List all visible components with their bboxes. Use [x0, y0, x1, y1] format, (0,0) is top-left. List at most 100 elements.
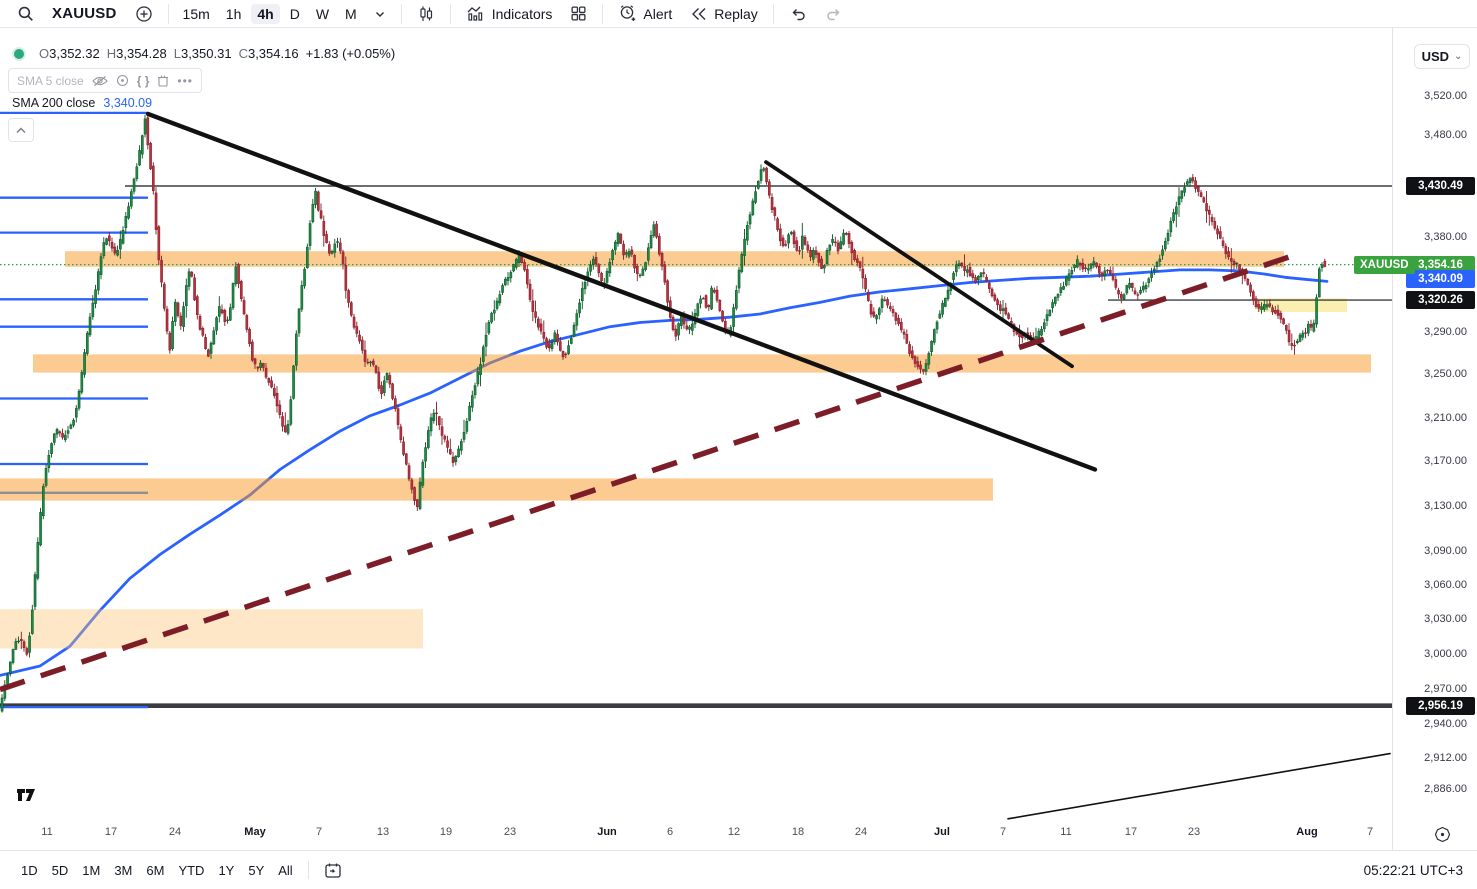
toolbar-divider	[602, 3, 604, 24]
tab-timeframe-1h[interactable]: 1h	[225, 5, 242, 22]
price-tick: 3,000.00	[1424, 647, 1467, 660]
price-tick: 2,970.00	[1424, 682, 1467, 695]
chart-area	[0, 28, 1392, 850]
tab-timeframe-W[interactable]: W	[315, 5, 330, 22]
range-6m[interactable]: 6M	[146, 862, 165, 878]
time-tick: 11	[41, 826, 53, 838]
price-tick: 3,290.00	[1424, 325, 1467, 338]
indicators-icon	[467, 6, 482, 21]
go-to-date-calendar-icon[interactable]	[317, 859, 349, 882]
tradingview-logo[interactable]	[16, 786, 42, 804]
symbol-button[interactable]: XAUUSD	[52, 5, 117, 22]
price-tick: 3,480.00	[1424, 129, 1467, 142]
time-tick: 17	[104, 826, 118, 838]
trendline	[145, 111, 1098, 472]
low-label: L	[173, 46, 181, 61]
range-3m[interactable]: 3M	[114, 862, 133, 878]
time-tick: 19	[439, 826, 453, 838]
price-tick: 3,250.00	[1424, 368, 1467, 381]
price-tick: 3,130.00	[1424, 499, 1467, 512]
chart-canvas[interactable]	[0, 28, 1392, 850]
tab-timeframe-D[interactable]: D	[289, 5, 300, 22]
price-badge: 3,354.16	[1406, 255, 1475, 274]
alert-button[interactable]: Alert	[611, 2, 679, 25]
price-tick: 3,030.00	[1424, 613, 1467, 626]
price-tick: 3,380.00	[1424, 231, 1467, 244]
currency-label: USD	[1421, 49, 1450, 64]
clock-timezone[interactable]: 05:22:21 UTC+3	[1363, 862, 1463, 878]
toolbar-divider	[167, 3, 169, 24]
chart-style-candles-icon[interactable]	[410, 3, 442, 25]
sma200-value: 3,340.09	[103, 96, 153, 110]
settings-target-icon[interactable]	[116, 74, 129, 87]
axis-settings-gear-icon[interactable]	[1434, 826, 1451, 843]
sma5-legend: SMA 5 close { } •••	[8, 68, 202, 93]
alert-label: Alert	[643, 5, 673, 22]
replay-icon	[692, 7, 706, 20]
time-tick: May	[244, 826, 266, 838]
price-tick: 2,912.00	[1424, 751, 1467, 764]
replay-button[interactable]: Replay	[683, 4, 765, 24]
search-icon[interactable]	[10, 3, 41, 24]
high-label: H	[106, 46, 117, 61]
delete-trash-icon[interactable]	[157, 74, 169, 87]
toolbar-divider	[307, 861, 309, 879]
currency-toggle-button[interactable]: USD ⌄	[1414, 44, 1470, 69]
supply-demand-zone	[0, 478, 993, 501]
time-tick: 7	[999, 826, 1007, 838]
time-tick: Jun	[597, 826, 617, 838]
price-tick: 3,520.00	[1424, 89, 1467, 102]
dashed-trendline	[0, 249, 1304, 693]
range-5d[interactable]: 5D	[51, 862, 69, 878]
source-code-icon[interactable]: { }	[136, 73, 150, 88]
templates-grid-icon[interactable]	[563, 3, 594, 24]
change-value: +1.83 (+0.05%)	[305, 46, 396, 61]
supply-demand-zone	[0, 609, 423, 649]
close-label: C	[238, 46, 248, 61]
range-1y[interactable]: 1Y	[218, 862, 235, 878]
time-tick: 6	[666, 826, 674, 838]
time-tick: Jul	[934, 826, 950, 838]
price-tick: 2,940.00	[1424, 718, 1467, 731]
sma200-label: SMA 200 close	[12, 96, 96, 110]
range-ytd[interactable]: YTD	[178, 862, 205, 878]
range-all[interactable]: All	[278, 862, 293, 878]
bottom-toolbar: 1D 5D 1M 3M 6M YTD 1Y 5Y All 05:22:21 UT…	[0, 850, 1477, 889]
price-tick: 2,886.00	[1424, 783, 1467, 796]
tab-timeframe-M[interactable]: M	[345, 5, 357, 22]
tab-timeframe-4h[interactable]: 4h	[251, 3, 280, 24]
compare-add-icon[interactable]	[128, 3, 160, 25]
alert-clock-icon	[621, 5, 636, 21]
low-value: 3,350.31	[180, 46, 232, 61]
more-options-icon[interactable]: •••	[177, 73, 193, 88]
sma200-legend[interactable]: SMA 200 close 3,340.09	[8, 95, 157, 111]
time-tick: 7	[315, 826, 323, 838]
time-tick: 12	[727, 826, 741, 838]
replay-label: Replay	[714, 5, 758, 22]
price-tick: 3,090.00	[1424, 544, 1467, 557]
redo-icon[interactable]	[818, 4, 850, 24]
open-value: 3,352.32	[49, 46, 100, 61]
tab-timeframe-15m[interactable]: 15m	[182, 5, 210, 22]
high-value: 3,354.28	[116, 46, 167, 61]
price-axis[interactable]: 3,520.00 3,480.00 3,380.00 3,290.00 3,250.00…	[1392, 28, 1477, 850]
undo-icon[interactable]	[782, 4, 814, 24]
toolbar-divider	[449, 3, 451, 24]
collapse-legend-button[interactable]	[8, 118, 34, 142]
trendline	[1007, 752, 1391, 820]
top-toolbar: XAUUSD 15m 1h 4h D W M Indicators Alert	[0, 0, 1477, 28]
sma5-label: SMA 5 close	[17, 73, 84, 88]
range-1d[interactable]: 1D	[21, 862, 38, 878]
price-badge: 2,956.19	[1406, 696, 1475, 715]
time-tick: 23	[503, 826, 517, 838]
time-tick: 23	[1187, 826, 1201, 838]
range-5y[interactable]: 5Y	[248, 862, 265, 878]
time-tick: 7	[1366, 826, 1374, 838]
range-1m[interactable]: 1M	[82, 862, 101, 878]
candlesticks	[0, 113, 1327, 713]
price-tick: 3,060.00	[1424, 578, 1467, 591]
hide-eye-icon[interactable]	[91, 75, 108, 87]
timeframe-chevron-down-icon[interactable]	[367, 6, 393, 22]
indicators-button[interactable]: Indicators	[459, 3, 560, 25]
indicators-label: Indicators	[491, 5, 553, 22]
